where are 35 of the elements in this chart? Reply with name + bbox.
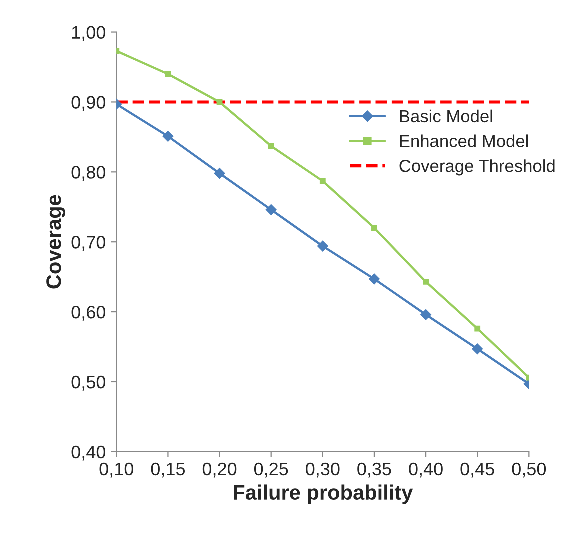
x-tick-label: 0,35 [358, 462, 392, 478]
point [216, 99, 223, 106]
x-tick-label: 0,20 [202, 462, 237, 478]
point [420, 309, 432, 320]
point [162, 131, 174, 142]
legend-label: Coverage Threshold [400, 160, 555, 176]
point [320, 178, 326, 184]
y-tick-label: 0,40 [72, 446, 106, 461]
point [474, 326, 481, 332]
x-axis-title: Failure probability [234, 484, 414, 504]
point [372, 225, 378, 232]
x-tick-label: 0,10 [100, 462, 134, 478]
y-tick-label: 0,60 [72, 306, 106, 321]
point [472, 344, 484, 355]
x-tick-label: 0,15 [151, 462, 186, 478]
point [369, 274, 380, 285]
x-tick-label: 0,25 [254, 462, 288, 478]
y-tick-label: 0,50 [72, 376, 106, 391]
point [165, 71, 172, 78]
point [317, 240, 328, 252]
point [268, 143, 274, 150]
point [214, 168, 226, 179]
y-axis-title: Coverage [46, 195, 66, 289]
x-tick-label: 0,50 [512, 462, 546, 478]
point [266, 204, 277, 216]
x-tick-label: 0,30 [306, 462, 340, 478]
x-tick-label: 0,40 [409, 462, 443, 478]
legend-label: Enhanced Model [400, 134, 528, 148]
point [423, 279, 429, 285]
y-tick-label: 0,70 [72, 236, 106, 251]
legend-label: Basic Model [400, 110, 492, 123]
y-tick-label: 1,00 [72, 26, 106, 42]
y-tick-label: 0,80 [72, 166, 106, 182]
y-tick-label: 0,90 [72, 96, 106, 112]
x-tick-label: 0,45 [460, 462, 494, 478]
